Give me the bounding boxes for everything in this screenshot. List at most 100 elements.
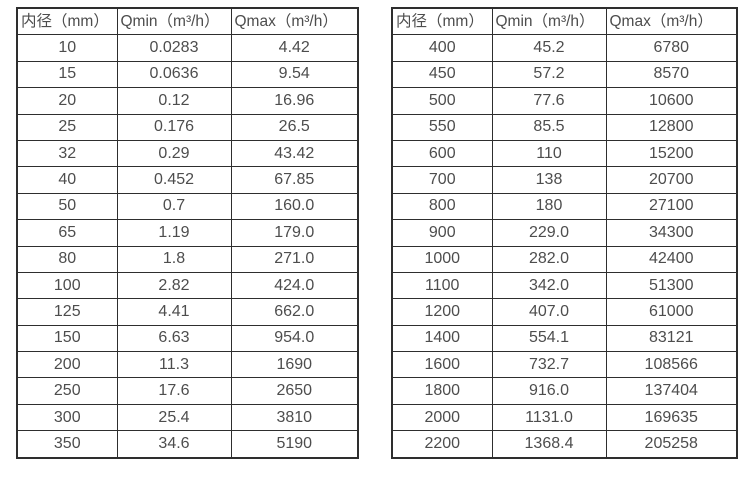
cell-qmax: 67.85 — [230, 166, 359, 194]
cell-diameter: 250 — [16, 377, 118, 405]
table-row: 10 0.0283 4.42 — [16, 34, 359, 62]
cell-qmin: 6.63 — [116, 324, 232, 353]
cell-diameter: 1400 — [391, 324, 493, 353]
column-header: Qmin（m³/h） — [116, 7, 232, 36]
table-row: 25 0.176 26.5 — [16, 113, 359, 141]
cell-qmax: 43.42 — [230, 139, 359, 168]
header-row: 内径（mm） Qmin（m³/h） Qmax（m³/h） — [16, 7, 359, 36]
column-header: 内径（mm） — [16, 7, 118, 36]
table-row: 250 17.6 2650 — [16, 377, 359, 405]
cell-diameter: 100 — [16, 271, 118, 300]
cell-qmin: 342.0 — [491, 271, 607, 300]
cell-qmin: 57.2 — [491, 60, 607, 89]
table-row: 80 1.8 271.0 — [16, 245, 359, 273]
cell-qmax: 15200 — [605, 139, 738, 168]
cell-qmax: 83121 — [605, 324, 738, 353]
cell-qmax: 271.0 — [230, 245, 359, 273]
cell-qmax: 8570 — [605, 60, 738, 89]
cell-qmin: 732.7 — [491, 351, 607, 379]
cell-diameter: 25 — [16, 113, 118, 141]
cell-diameter: 10 — [16, 34, 118, 62]
cell-qmax: 20700 — [605, 166, 738, 194]
cell-diameter: 150 — [16, 324, 118, 353]
cell-qmin: 77.6 — [491, 87, 607, 115]
cell-diameter: 50 — [16, 192, 118, 221]
table-row: 65 1.19 179.0 — [16, 219, 359, 247]
cell-diameter: 1800 — [391, 377, 493, 405]
table-row: 550 85.5 12800 — [391, 113, 738, 141]
cell-qmin: 229.0 — [491, 219, 607, 247]
cell-qmin: 0.0283 — [116, 34, 232, 62]
table-row: 1200 407.0 61000 — [391, 298, 738, 326]
cell-diameter: 80 — [16, 245, 118, 273]
cell-diameter: 300 — [16, 403, 118, 432]
table-body: 10 0.0283 4.42 15 0.0636 9.54 20 0.12 16.96 25 0.1… — [16, 34, 359, 459]
cell-diameter: 1100 — [391, 271, 493, 300]
cell-qmax: 34300 — [605, 219, 738, 247]
column-header: Qmax（m³/h） — [230, 7, 359, 36]
cell-qmax: 4.42 — [230, 34, 359, 62]
cell-qmax: 205258 — [605, 430, 738, 459]
table-row: 50 0.7 160.0 — [16, 192, 359, 221]
table-row: 40 0.452 67.85 — [16, 166, 359, 194]
flow-spec-table-large-diameters: 内径（mm） Qmin（m³/h） Qmax（m³/h） 400 45.2 6780 450… — [391, 7, 738, 459]
cell-qmax: 61000 — [605, 298, 738, 326]
cell-qmax: 954.0 — [230, 324, 359, 353]
cell-diameter: 40 — [16, 166, 118, 194]
cell-qmax: 26.5 — [230, 113, 359, 141]
cell-qmax: 2650 — [230, 377, 359, 405]
column-header: Qmax（m³/h） — [605, 7, 738, 36]
cell-qmin: 1368.4 — [491, 430, 607, 459]
cell-diameter: 1000 — [391, 245, 493, 273]
header-row: 内径（mm） Qmin（m³/h） Qmax（m³/h） — [391, 7, 738, 36]
table-row: 350 34.6 5190 — [16, 430, 359, 459]
cell-diameter: 2000 — [391, 403, 493, 432]
cell-qmin: 0.29 — [116, 139, 232, 168]
cell-diameter: 800 — [391, 192, 493, 221]
cell-diameter: 600 — [391, 139, 493, 168]
table-row: 2200 1368.4 205258 — [391, 430, 738, 459]
table-row: 400 45.2 6780 — [391, 34, 738, 62]
cell-qmax: 160.0 — [230, 192, 359, 221]
cell-qmin: 138 — [491, 166, 607, 194]
cell-qmin: 1131.0 — [491, 403, 607, 432]
table-row: 700 138 20700 — [391, 166, 738, 194]
table-row: 2000 1131.0 169635 — [391, 403, 738, 432]
cell-diameter: 700 — [391, 166, 493, 194]
cell-diameter: 450 — [391, 60, 493, 89]
cell-diameter: 32 — [16, 139, 118, 168]
table-row: 125 4.41 662.0 — [16, 298, 359, 326]
cell-qmin: 0.452 — [116, 166, 232, 194]
cell-qmin: 11.3 — [116, 351, 232, 379]
cell-diameter: 15 — [16, 60, 118, 89]
table-row: 500 77.6 10600 — [391, 87, 738, 115]
cell-qmax: 42400 — [605, 245, 738, 273]
cell-qmax: 10600 — [605, 87, 738, 115]
cell-qmin: 1.19 — [116, 219, 232, 247]
table-row: 600 110 15200 — [391, 139, 738, 168]
cell-qmin: 282.0 — [491, 245, 607, 273]
table-row: 200 11.3 1690 — [16, 351, 359, 379]
cell-qmax: 16.96 — [230, 87, 359, 115]
cell-diameter: 2200 — [391, 430, 493, 459]
table-body: 400 45.2 6780 450 57.2 8570 500 77.6 10600 550 85.… — [391, 34, 738, 459]
cell-qmax: 3810 — [230, 403, 359, 432]
cell-qmin: 4.41 — [116, 298, 232, 326]
cell-qmax: 6780 — [605, 34, 738, 62]
cell-qmax: 169635 — [605, 403, 738, 432]
column-header: 内径（mm） — [391, 7, 493, 36]
column-header: Qmin（m³/h） — [491, 7, 607, 36]
cell-diameter: 20 — [16, 87, 118, 115]
cell-diameter: 550 — [391, 113, 493, 141]
cell-qmax: 51300 — [605, 271, 738, 300]
cell-qmin: 554.1 — [491, 324, 607, 353]
cell-qmax: 424.0 — [230, 271, 359, 300]
cell-diameter: 125 — [16, 298, 118, 326]
cell-qmin: 17.6 — [116, 377, 232, 405]
table-row: 800 180 27100 — [391, 192, 738, 221]
table-row: 1600 732.7 108566 — [391, 351, 738, 379]
cell-diameter: 1600 — [391, 351, 493, 379]
table-row: 15 0.0636 9.54 — [16, 60, 359, 89]
cell-diameter: 500 — [391, 87, 493, 115]
table-head: 内径（mm） Qmin（m³/h） Qmax（m³/h） — [16, 7, 359, 36]
